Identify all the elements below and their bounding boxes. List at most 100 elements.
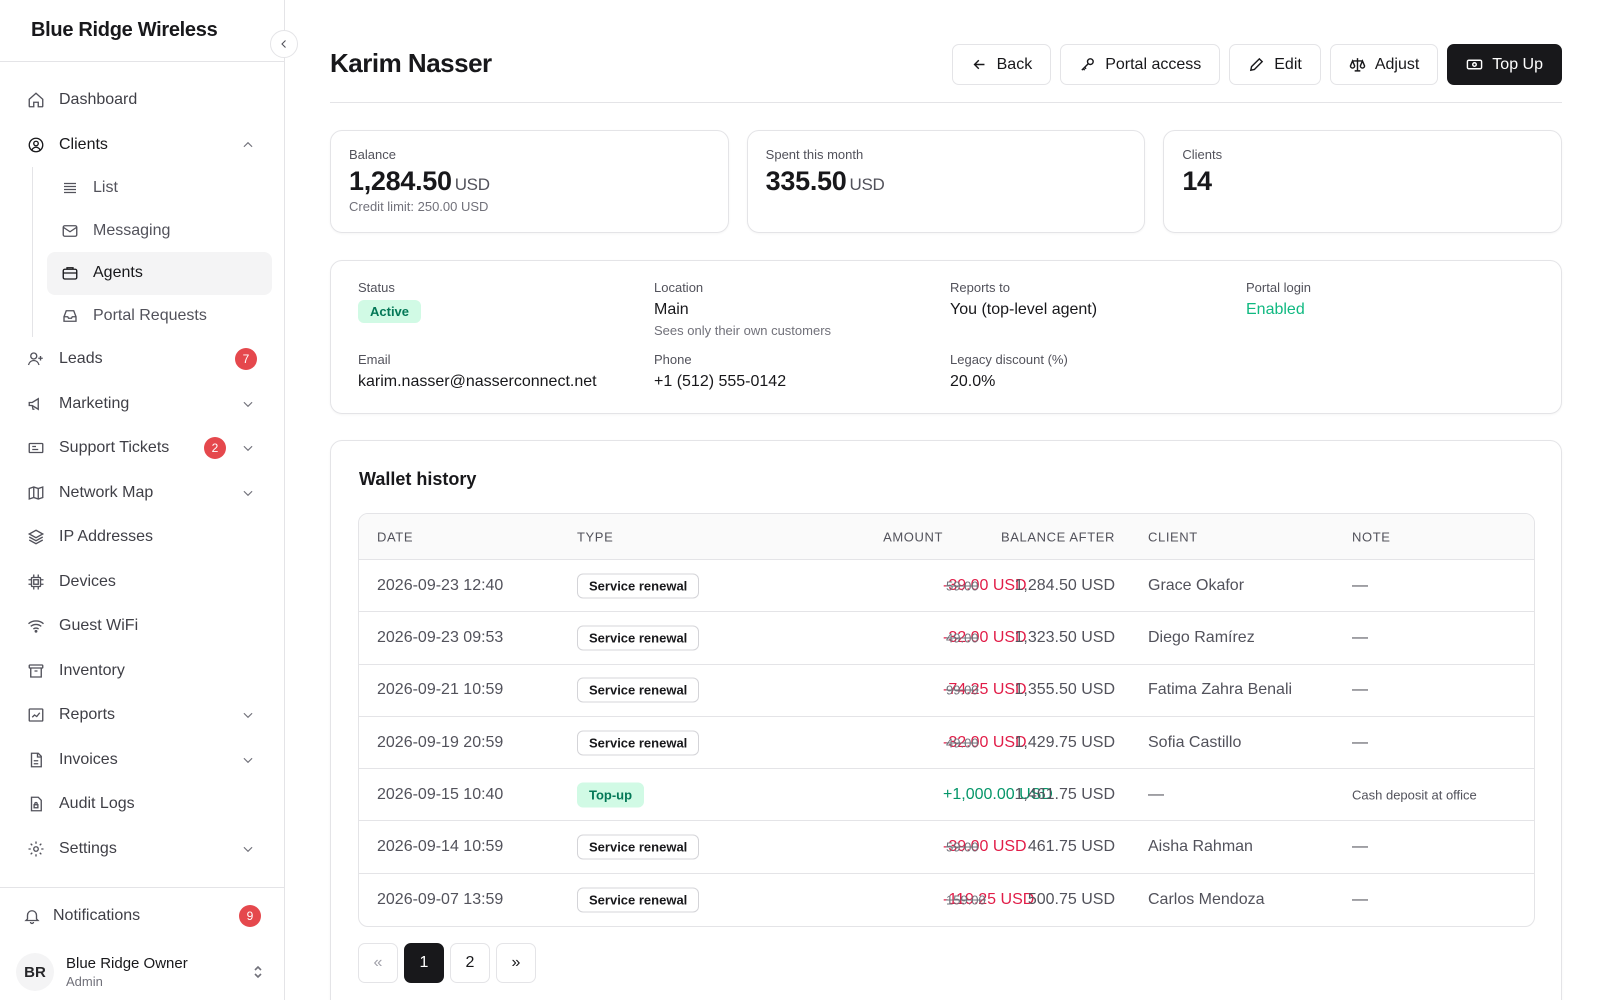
original-price: 99.00 (946, 682, 979, 698)
sidebar-item-guest-wifi[interactable]: Guest WiFi (0, 604, 285, 649)
sidebar-subitem-messaging[interactable]: Messaging (47, 210, 272, 253)
page-1-button[interactable]: 1 (404, 943, 444, 983)
sidebar-subitem-label: Agents (93, 264, 143, 282)
prev-page-button[interactable]: « (358, 943, 398, 983)
sidebar-item-label: Reports (59, 706, 116, 724)
chevron-up-down-icon (252, 964, 264, 980)
table-row[interactable]: 2026-09-14 10:59 Service renewal -39.00 US… (359, 821, 1534, 874)
portal-access-button[interactable]: Portal access (1060, 44, 1221, 85)
collapse-sidebar-button[interactable] (270, 30, 298, 58)
top-up-button[interactable]: Top Up (1447, 44, 1562, 85)
column-header-date[interactable]: DATE (377, 529, 414, 544)
sidebar-item-label: Leads (59, 350, 103, 368)
sidebar-item-audit-logs[interactable]: Audit Logs (0, 782, 285, 827)
user-role: Admin (66, 974, 103, 989)
notifications-button[interactable]: Notifications 9 (0, 888, 285, 944)
user-menu[interactable]: BR Blue Ridge Owner Admin (0, 944, 285, 1000)
top-up-button-label: Top Up (1492, 55, 1543, 73)
table-row[interactable]: 2026-09-23 09:53 Service renewal -32.00 US… (359, 612, 1534, 665)
adjust-button[interactable]: Adjust (1329, 44, 1439, 85)
cell-client: Diego Ramírez (1148, 628, 1255, 646)
sidebar-item-ip-addresses[interactable]: IP Addresses (0, 515, 285, 560)
gear-icon (27, 840, 45, 858)
table-row[interactable]: 2026-09-23 12:40 Service renewal -39.00 US… (359, 560, 1534, 613)
cell-date: 2026-09-23 12:40 (377, 576, 504, 594)
column-header-balance-after[interactable]: BALANCE AFTER (1001, 529, 1115, 544)
spent-value: 335.50 (765, 166, 847, 196)
phone-field: Phone +1 (512) 555-0142 (654, 352, 786, 391)
original-price: 59.00 (946, 578, 979, 594)
cell-note: — (1352, 681, 1368, 699)
original-price: 159.00 (946, 892, 986, 908)
cash-icon (1466, 56, 1483, 73)
phone-value: +1 (512) 555-0142 (654, 373, 787, 390)
discount-value: 20.0% (950, 373, 996, 390)
sidebar-item-clients[interactable]: Clients (0, 123, 285, 168)
column-header-client[interactable]: CLIENT (1148, 529, 1198, 544)
sidebar-subitem-agents[interactable]: Agents (47, 252, 272, 295)
mail-icon (61, 222, 79, 240)
type-badge: Service renewal (577, 834, 700, 860)
cell-client: Sofia Castillo (1148, 733, 1242, 751)
table-row[interactable]: 2026-09-07 13:59 Service renewal -119.25 U… (359, 874, 1534, 926)
column-header-type[interactable]: TYPE (577, 529, 614, 544)
next-page-button[interactable]: » (496, 943, 536, 983)
wallet-history-title: Wallet history (359, 469, 477, 489)
cell-date: 2026-09-14 10:59 (377, 838, 504, 856)
column-header-amount[interactable]: AMOUNT (883, 529, 943, 544)
scale-icon (1349, 56, 1366, 73)
sidebar-item-reports[interactable]: Reports (0, 693, 285, 738)
portal-access-label: Portal access (1105, 55, 1202, 73)
inbox-icon (61, 307, 79, 325)
discount-label: Legacy discount (%) (950, 352, 1068, 367)
pencil-icon (1248, 56, 1265, 73)
sidebar-item-label: Clients (59, 135, 108, 153)
sidebar-item-devices[interactable]: Devices (0, 560, 285, 605)
user-name: Blue Ridge Owner (66, 955, 188, 972)
user-circle-icon (27, 136, 45, 154)
location-value: Main (654, 301, 689, 318)
key-icon (1079, 56, 1096, 73)
cell-client: Aisha Rahman (1148, 838, 1253, 856)
stats-row: Balance 1,284.50 USD Credit limit: 250.00… (330, 130, 1563, 233)
sidebar-item-network-map[interactable]: Network Map (0, 471, 285, 516)
clients-submenu: List Messaging Agents Portal Requests (32, 167, 285, 337)
sidebar-subitem-portal-requests[interactable]: Portal Requests (47, 295, 272, 338)
sidebar-item-label: Marketing (59, 394, 130, 412)
spent-card: Spent this month 335.50 USD (746, 130, 1146, 233)
sidebar-item-invoices[interactable]: Invoices (0, 738, 285, 783)
type-badge: Service renewal (577, 573, 700, 599)
cell-note: Cash deposit at office (1352, 787, 1477, 803)
clients-value: 14 (1182, 166, 1212, 196)
clients-label: Clients (1182, 147, 1223, 162)
original-price: 59.00 (946, 839, 979, 855)
balance-value: 1,284.50 (349, 166, 452, 196)
cell-client: Fatima Zahra Benali (1148, 681, 1293, 699)
sidebar-item-dashboard[interactable]: Dashboard (0, 78, 285, 123)
notifications-count-badge: 9 (239, 905, 261, 927)
cell-note: — (1352, 890, 1368, 908)
table-row[interactable]: 2026-09-21 10:59 Service renewal -74.25 US… (359, 665, 1534, 717)
amount-value: -39.00 USD (943, 838, 1027, 856)
sidebar-item-marketing[interactable]: Marketing (0, 382, 285, 427)
edit-button[interactable]: Edit (1229, 44, 1321, 85)
email-label: Email (358, 352, 391, 367)
table-row[interactable]: 2026-09-19 20:59 Service renewal -32.00 US… (359, 717, 1534, 770)
page-2-button[interactable]: 2 (450, 943, 490, 983)
sidebar-subitem-list[interactable]: List (47, 167, 272, 210)
cell-date: 2026-09-07 13:59 (377, 890, 504, 908)
column-header-note[interactable]: NOTE (1352, 529, 1391, 544)
table-row[interactable]: 2026-09-15 10:40 Top-up +1,000.00 USD 1,461… (359, 769, 1534, 822)
sidebar-item-label: Support Tickets (59, 439, 170, 457)
type-badge: Service renewal (577, 625, 700, 651)
spent-label: Spent this month (765, 147, 864, 162)
cell-date: 2026-09-19 20:59 (377, 733, 504, 751)
tickets-count-badge: 2 (204, 437, 226, 460)
sidebar-item-support-tickets[interactable]: Support Tickets 2 (0, 426, 285, 471)
credit-limit: Credit limit: 250.00 USD (349, 199, 489, 214)
sidebar-item-settings[interactable]: Settings (0, 827, 285, 872)
sidebar-item-inventory[interactable]: Inventory (0, 649, 285, 694)
briefcase-icon (61, 264, 79, 282)
sidebar-item-leads[interactable]: Leads 7 (0, 337, 285, 382)
back-button[interactable]: Back (951, 44, 1052, 85)
